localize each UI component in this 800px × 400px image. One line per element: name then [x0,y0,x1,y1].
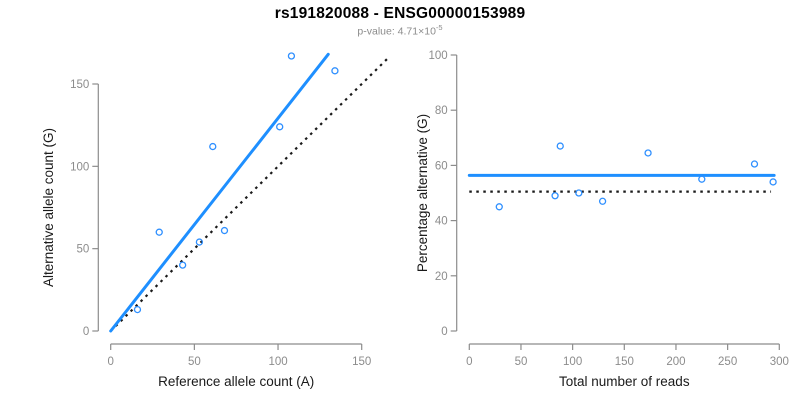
data-point [276,123,284,131]
data-point [287,52,296,60]
x-axis-label: Total number of reads [559,374,690,389]
y-tick-label: 50 [77,244,90,256]
data-point [155,228,163,236]
data-point [575,189,583,197]
fit-line [109,52,330,333]
data-point [220,226,229,235]
y-tick-label: 0 [441,326,447,338]
x-tick-label: 0 [107,356,113,368]
x-tick-label: 50 [188,356,201,368]
x-tick-label: 250 [718,356,737,368]
data-point [133,305,142,314]
y-tick-label: 60 [435,160,448,172]
pvalue-label: p-value: 4.71×10 [357,25,436,38]
x-tick-label: 50 [515,356,528,368]
data-point [556,142,564,150]
x-tick-label: 300 [770,356,789,368]
data-point [698,175,706,183]
data-point [209,142,217,151]
data-point [598,197,607,205]
y-tick-label: 100 [429,50,448,62]
pvalue-exponent: -5 [435,23,443,32]
x-tick-label: 100 [563,356,582,368]
data-point [179,261,187,269]
data-point [331,67,339,75]
figure-subtitle: p-value: 4.71×10-5 [0,23,800,38]
x-tick-label: 150 [615,356,634,368]
data-point [195,238,204,246]
y-tick-label: 150 [70,79,89,91]
y-axis-label: Alternative allele count (G) [41,128,56,287]
left-plot: 0 50 100 150 0 50 100 150 Reference allele count… [41,52,390,389]
y-tick-label: 100 [70,161,89,173]
x-tick-label: 0 [466,356,472,368]
y-tick-label: 0 [83,326,89,338]
data-point [551,192,559,200]
x-tick-label: 100 [268,356,287,368]
y-tick-label: 40 [435,216,448,228]
y-tick-label: 20 [435,271,448,283]
reference-dotted-line [109,56,390,332]
figure-title: rs191820088 - ENSG00000153989 [274,5,526,22]
data-point [750,160,759,168]
x-tick-label: 200 [666,356,685,368]
data-point [644,149,652,157]
data-point [495,203,503,211]
y-axis-label: Percentage alternative (G) [415,114,430,272]
x-tick-label: 150 [352,356,371,368]
data-point [769,178,777,186]
x-axis-label: Reference allele count (A) [158,374,314,389]
right-plot: 0 50 100 150 200 250 300 0 20 40 60 80 100 Total numb… [415,50,789,389]
y-tick-label: 80 [435,105,448,117]
